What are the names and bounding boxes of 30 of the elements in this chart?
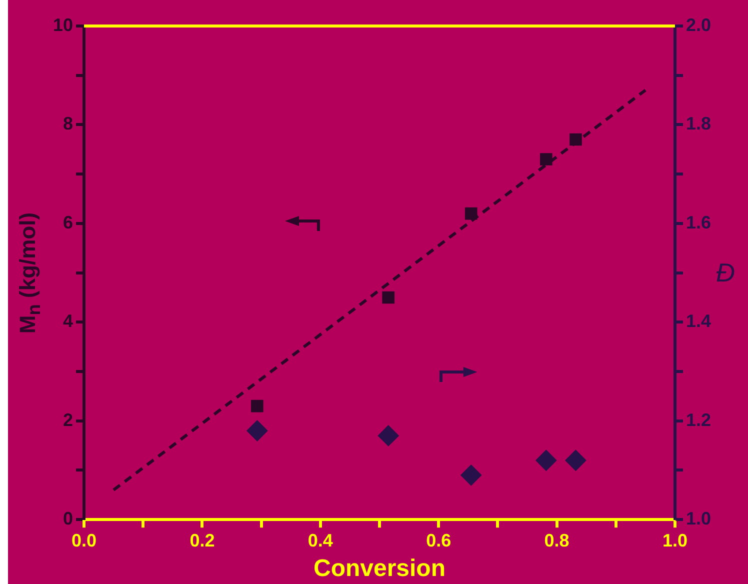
point xyxy=(464,207,478,220)
point xyxy=(540,153,552,166)
point xyxy=(460,464,482,486)
y-tick-label: 8 xyxy=(63,114,74,134)
x-axis-title: Conversion xyxy=(313,555,446,582)
y2-axis-title: Đ xyxy=(716,257,735,288)
point xyxy=(570,133,582,146)
y2-tick-label: 1.0 xyxy=(686,508,712,529)
y2-tick-label: 1.8 xyxy=(686,114,712,134)
point xyxy=(565,450,586,471)
x-tick-label: 0.2 xyxy=(190,530,215,550)
x-tick-label: 0.8 xyxy=(544,530,570,550)
y2-tick-label: 1.2 xyxy=(686,410,712,430)
x-tick-label: 0.0 xyxy=(72,530,97,550)
y-tick-label: 4 xyxy=(63,311,74,332)
point xyxy=(536,450,557,471)
y2-tick-label: 1.6 xyxy=(686,212,712,232)
x-tick-label: 0.4 xyxy=(308,530,333,550)
x-tick-label: 1.0 xyxy=(662,530,688,550)
y2-tick-label: 2.0 xyxy=(686,14,712,35)
point xyxy=(251,400,264,412)
x-tick-label: 0.6 xyxy=(426,530,452,550)
y-tick-label: 6 xyxy=(63,212,74,232)
point xyxy=(246,420,268,442)
y-tick-label: 2 xyxy=(63,410,74,430)
point xyxy=(378,425,399,446)
y-tick-label: 0 xyxy=(63,508,74,529)
y2-tick-label: 1.4 xyxy=(686,311,712,332)
point xyxy=(382,291,395,304)
y-tick-label: 10 xyxy=(52,14,74,35)
